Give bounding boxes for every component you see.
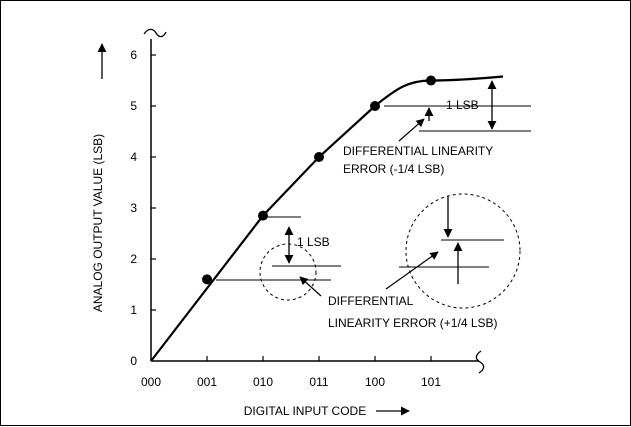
y-tick-label: 5 <box>130 99 137 113</box>
y-axis-title: ANALOG OUTPUT VALUE (LSB) <box>91 134 105 312</box>
dle-pos-line2: LINEARITY ERROR (+1/4 LSB) <box>328 316 498 330</box>
y-tick-label: 3 <box>130 201 137 215</box>
data-point <box>370 101 380 111</box>
pointer-dle-neg <box>398 118 425 142</box>
data-point <box>202 274 212 285</box>
data-point <box>258 210 268 221</box>
y-tick-label: 1 <box>130 303 137 317</box>
y-tick-label: 0 <box>130 354 137 368</box>
zoom-circle-right <box>405 193 521 309</box>
dle-neg-line1: DIFFERENTIAL LINEARITY <box>343 144 493 158</box>
x-tick-label: 100 <box>365 375 385 389</box>
pointer-dle-pos-left <box>299 276 322 297</box>
pointer-dle-pos-right <box>385 251 439 290</box>
y-tick-label: 2 <box>130 252 137 266</box>
x-tick-label: 011 <box>309 375 328 389</box>
x-tick-label: 010 <box>253 375 273 389</box>
x-tick-label: 101 <box>421 375 441 389</box>
y-axis-break <box>143 28 167 38</box>
x-tick-label: 001 <box>197 375 217 389</box>
zoom-circle-left <box>259 243 317 301</box>
x-tick-label: 000 <box>141 375 161 389</box>
dle-neg-line2: ERROR (-1/4 LSB) <box>343 162 444 176</box>
y-tick-label: 6 <box>130 48 137 62</box>
x-axis-title: DIGITAL INPUT CODE <box>244 404 366 418</box>
data-point <box>426 75 436 86</box>
lsb-label-right: 1 LSB <box>446 98 479 112</box>
lsb-label-left: 1 LSB <box>297 235 330 249</box>
dle-pos-line1: DIFFERENTIAL <box>328 294 414 308</box>
y-tick-label: 4 <box>130 150 137 164</box>
x-axis-break <box>475 350 485 374</box>
data-point <box>314 152 324 162</box>
